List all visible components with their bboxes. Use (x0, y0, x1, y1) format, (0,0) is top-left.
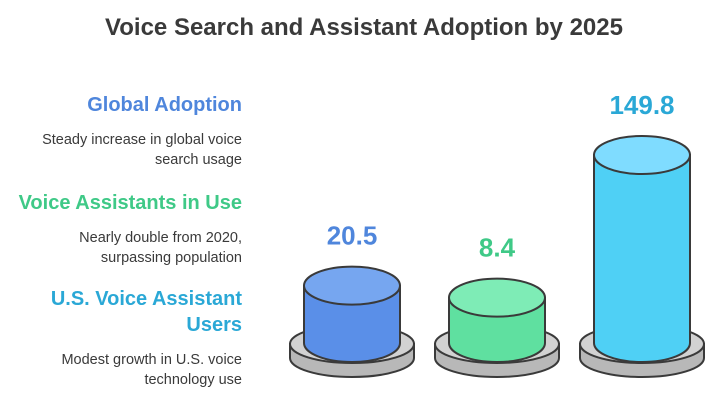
legend-heading: U.S. Voice Assistant Users (50, 288, 242, 336)
bar-top-1 (448, 277, 546, 318)
bar-top-2 (593, 135, 691, 175)
legend-item-us-users: U.S. Voice Assistant Users Modest growth… (10, 286, 242, 390)
bar-top-0 (303, 265, 401, 306)
value-label-1: 8.4 (479, 233, 516, 263)
legend-item-voice-assistants: Voice Assistants in Use Nearly double fr… (10, 190, 242, 268)
chart-title: Voice Search and Assistant Adoption by 2… (105, 14, 623, 41)
bar-2 (593, 154, 691, 363)
legend-description: Nearly double from 2020, surpassing popu… (79, 230, 242, 266)
legend-heading: Global Adoption (87, 94, 242, 116)
legend-description: Steady increase in global voice search u… (42, 132, 242, 168)
bar-0 (303, 284, 401, 363)
legend-heading: Voice Assistants in Use (18, 192, 242, 214)
value-label-2: 149.8 (609, 90, 674, 120)
legend-description: Modest growth in U.S. voice technology u… (61, 352, 242, 388)
value-label-0: 20.5 (327, 221, 378, 251)
legend-item-global-adoption: Global Adoption Steady increase in globa… (10, 92, 242, 170)
